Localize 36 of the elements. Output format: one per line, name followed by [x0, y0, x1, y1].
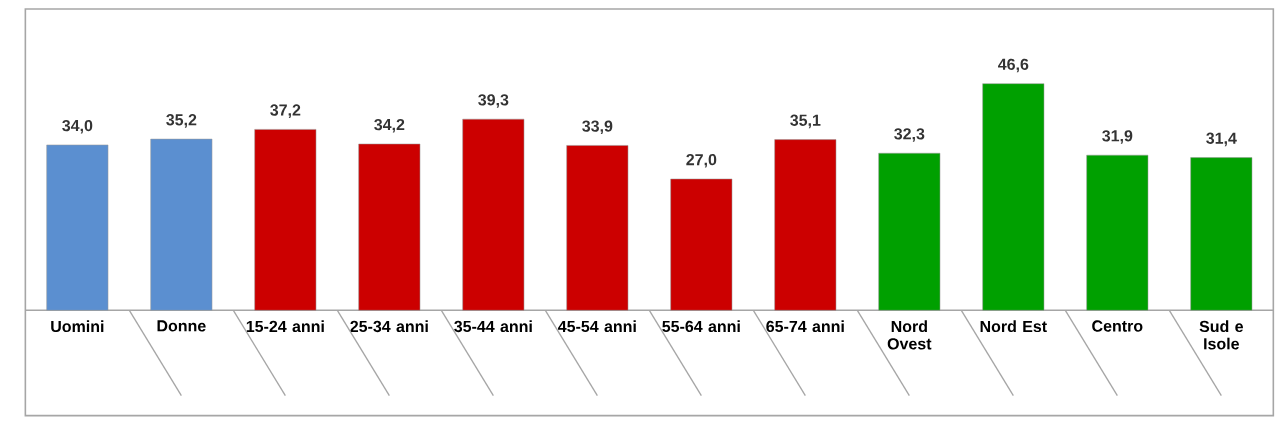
bar: [878, 152, 941, 311]
data-label: 39,3: [478, 94, 509, 108]
x-tick-label: 25-34 anni: [350, 320, 428, 333]
x-tick-label: 55-64 anni: [662, 320, 740, 333]
x-tick-label: 45-54 anni: [558, 320, 636, 333]
x-tick-label: Sud e Isole: [1199, 320, 1243, 350]
data-label: 46,6: [998, 58, 1029, 73]
bar: [462, 118, 525, 311]
x-tick-label: 15-24 anni: [246, 320, 324, 333]
x-tick-label: Nord Ovest: [887, 320, 932, 350]
x-tick-label: 35-44 anni: [454, 320, 532, 333]
x-tick-label: Donne: [157, 320, 206, 332]
bar: [1190, 157, 1253, 311]
data-label: 32,3: [894, 128, 925, 142]
bar: [982, 83, 1045, 311]
bar: [566, 145, 629, 311]
bar: [358, 143, 421, 311]
data-label: 34,2: [374, 118, 405, 133]
data-label: 37,2: [270, 104, 301, 118]
data-label: 35,2: [166, 114, 197, 128]
data-label: 27,0: [686, 153, 717, 168]
data-label: 31,9: [1102, 130, 1133, 144]
bar: [150, 138, 213, 311]
data-label: 34,0: [62, 119, 93, 134]
bar: [46, 144, 109, 311]
x-tick-label: Uomini: [51, 320, 104, 333]
data-label: 35,1: [790, 114, 821, 129]
x-tick-label: Nord Est: [980, 320, 1047, 333]
bar: [670, 178, 733, 311]
data-label: 31,4: [1206, 132, 1237, 147]
bar: [1086, 154, 1149, 311]
x-tick-label: 65-74 anni: [766, 320, 844, 333]
bar: [774, 139, 837, 311]
x-tick-label: Centro: [1092, 320, 1143, 332]
bar: [254, 129, 317, 311]
data-label: 33,9: [582, 120, 613, 135]
